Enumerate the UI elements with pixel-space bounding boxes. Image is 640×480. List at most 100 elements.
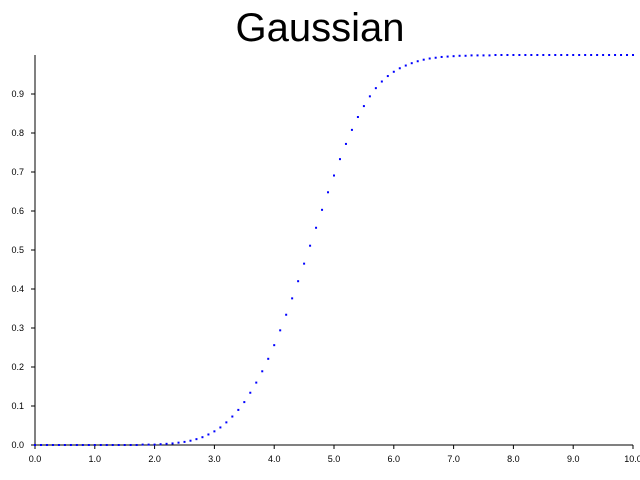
axes xyxy=(34,55,633,446)
data-point xyxy=(362,105,365,108)
data-point xyxy=(476,54,479,57)
data-point xyxy=(165,442,168,445)
x-tick-label: 8.0 xyxy=(507,454,520,464)
data-point xyxy=(386,75,389,78)
data-point xyxy=(189,439,192,442)
data-point xyxy=(321,208,324,211)
data-point xyxy=(542,54,545,56)
data-point xyxy=(626,54,629,56)
y-axis-ticks: 0.0 0.1 0.2 0.3 0.4 0.5 0.6 0.7 0.8 0.9 xyxy=(11,89,35,450)
data-point xyxy=(566,54,569,56)
data-point xyxy=(428,57,431,60)
x-tick-label: 7.0 xyxy=(447,454,460,464)
data-point xyxy=(243,401,246,404)
data-point xyxy=(111,444,114,446)
data-point xyxy=(285,313,288,316)
data-point xyxy=(530,54,533,56)
data-point xyxy=(368,95,371,98)
data-point xyxy=(45,444,48,446)
data-point xyxy=(488,54,491,57)
data-point xyxy=(440,55,443,58)
data-point xyxy=(470,54,473,57)
data-point xyxy=(87,444,90,446)
data-point xyxy=(608,54,611,56)
data-point xyxy=(75,444,78,446)
data-point xyxy=(69,444,72,446)
y-tick-label: 0.7 xyxy=(11,167,24,177)
data-point xyxy=(105,444,108,446)
data-point xyxy=(536,54,539,56)
data-point xyxy=(482,54,485,57)
data-point xyxy=(356,116,359,119)
data-point xyxy=(404,64,407,67)
data-point xyxy=(422,58,425,61)
data-point xyxy=(123,444,126,446)
y-tick-label: 0.0 xyxy=(11,440,24,450)
data-point xyxy=(219,426,222,429)
data-point xyxy=(590,54,593,56)
data-point xyxy=(338,158,341,161)
data-point xyxy=(518,54,521,56)
x-tick-label: 10.0 xyxy=(624,454,640,464)
data-point xyxy=(177,441,180,444)
data-point xyxy=(584,54,587,56)
x-tick-label: 5.0 xyxy=(328,454,341,464)
data-point xyxy=(494,54,497,56)
data-point xyxy=(602,54,605,56)
data-point xyxy=(261,370,264,373)
data-point xyxy=(273,344,276,347)
x-tick-label: 0.0 xyxy=(29,454,42,464)
data-point xyxy=(512,54,515,56)
data-point xyxy=(458,54,461,57)
data-point xyxy=(350,128,353,131)
y-tick-label: 0.2 xyxy=(11,362,24,372)
data-point xyxy=(51,444,54,446)
data-point xyxy=(548,54,551,56)
data-points xyxy=(34,54,634,446)
x-tick-label: 9.0 xyxy=(567,454,580,464)
data-point xyxy=(380,80,383,83)
data-point xyxy=(452,55,455,58)
data-point xyxy=(159,443,162,446)
data-point xyxy=(141,443,144,446)
data-point xyxy=(57,444,60,446)
data-point xyxy=(129,444,132,446)
data-point xyxy=(344,142,347,145)
data-point xyxy=(34,444,36,446)
data-point xyxy=(249,391,252,394)
data-point xyxy=(231,415,234,418)
data-point xyxy=(524,54,527,56)
data-point xyxy=(207,433,210,436)
data-point xyxy=(147,443,150,446)
x-axis-ticks: 0.0 1.0 2.0 3.0 4.0 5.0 6.0 7.0 8.0 9.0 10.0 xyxy=(29,445,640,464)
data-point xyxy=(309,244,312,247)
data-point xyxy=(464,54,467,57)
data-point xyxy=(171,442,174,445)
x-tick-label: 1.0 xyxy=(89,454,102,464)
data-point xyxy=(614,54,617,56)
data-point xyxy=(333,174,335,177)
data-point xyxy=(500,54,503,56)
x-tick-label: 2.0 xyxy=(148,454,161,464)
data-point xyxy=(93,444,96,446)
y-tick-label: 0.3 xyxy=(11,323,24,333)
data-point xyxy=(554,54,557,56)
data-point xyxy=(81,444,84,446)
data-point xyxy=(291,297,294,300)
data-point xyxy=(99,444,102,446)
data-point xyxy=(117,444,120,446)
data-point xyxy=(410,62,413,65)
chart-title: Gaussian xyxy=(235,6,405,50)
data-point xyxy=(416,60,419,63)
data-point xyxy=(195,438,198,441)
y-tick-label: 0.4 xyxy=(11,284,24,294)
data-point xyxy=(596,54,599,56)
data-point xyxy=(434,56,437,59)
data-point xyxy=(135,444,138,446)
x-tick-label: 4.0 xyxy=(268,454,281,464)
data-point xyxy=(297,280,300,283)
data-point xyxy=(255,381,258,384)
data-point xyxy=(201,436,204,439)
data-point xyxy=(303,262,306,265)
